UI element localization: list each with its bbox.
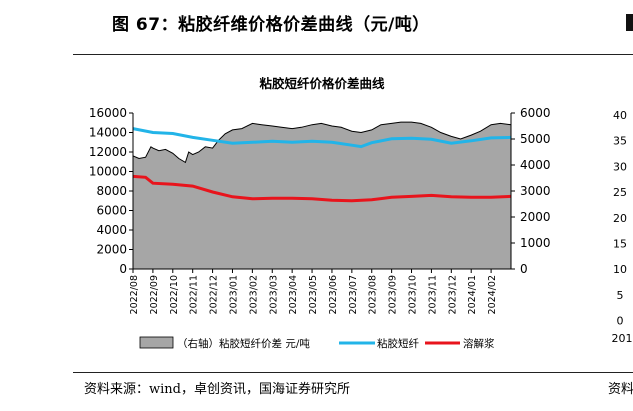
adjacent-chart-tick-label: 5 <box>617 289 624 302</box>
right-tick-label: 1000 <box>520 236 551 250</box>
title-rule <box>73 54 633 55</box>
x-tick-label: 2023/03 <box>268 275 279 314</box>
left-tick-label: 2000 <box>96 243 127 257</box>
right-tick-label: 3000 <box>520 184 551 198</box>
x-tick-label: 2023/02 <box>248 275 259 314</box>
x-tick-label: 2023/12 <box>447 275 458 314</box>
legend-label-spread: （右轴）粘胶短纤价差 元/吨 <box>177 337 310 350</box>
x-tick-label: 2023/04 <box>288 275 299 314</box>
x-tick-label: 2022/10 <box>169 275 180 314</box>
chart-title: 粘胶短纤价格价差曲线 <box>259 76 385 91</box>
adjacent-source-fragment: 资料 <box>608 382 633 397</box>
left-tick-label: 12000 <box>89 145 127 159</box>
adjacent-chart-tick-label: 30 <box>613 160 627 173</box>
x-tick-label: 2022/09 <box>149 275 160 314</box>
left-tick-label: 4000 <box>96 223 127 237</box>
spread-area-series <box>132 121 512 270</box>
adjacent-chart-tick-label: 20 <box>613 212 627 225</box>
adjacent-chart-tick-label: 40 <box>613 109 627 122</box>
legend-label-viscose: 粘胶短纤 <box>377 337 419 350</box>
adjacent-chart-x-label: 201 <box>612 332 633 345</box>
x-tick-label: 2023/09 <box>388 275 399 314</box>
x-tick-label: 2023/11 <box>427 275 438 314</box>
x-tick-label: 2022/08 <box>129 275 140 314</box>
adjacent-chart-tick-label: 15 <box>613 238 627 251</box>
right-tick-label: 4000 <box>520 158 551 172</box>
x-tick-label: 2023/07 <box>348 275 359 314</box>
figure-title: 图 67：粘胶纤维价格价差曲线（元/吨） <box>112 15 430 35</box>
x-tick-label: 2023/08 <box>368 275 379 314</box>
x-tick-label: 2022/11 <box>189 275 200 314</box>
adjacent-chart-tick-label: 35 <box>613 135 627 148</box>
legend-label-pulp: 溶解浆 <box>463 337 495 350</box>
x-tick-label: 2023/05 <box>308 275 319 314</box>
adjacent-chart-tick-label: 10 <box>613 263 627 276</box>
adjacent-figure-title-fragment <box>626 14 633 31</box>
x-tick-label: 2023/10 <box>408 275 419 314</box>
left-tick-label: 0 <box>119 262 127 276</box>
legend-swatch-spread <box>139 336 174 349</box>
x-tick-label: 2024/01 <box>467 275 478 314</box>
adjacent-chart-tick-label: 0 <box>617 315 624 328</box>
x-tick-label: 2024/02 <box>487 275 498 314</box>
adjacent-chart-tick-label: 25 <box>613 186 627 199</box>
right-tick-label: 6000 <box>520 106 551 120</box>
right-tick-label: 5000 <box>520 132 551 146</box>
x-tick-label: 2023/06 <box>328 275 339 314</box>
x-tick-label: 2022/12 <box>209 275 220 314</box>
x-tick-label: 2023/01 <box>228 275 239 314</box>
source-note: 资料来源：wind，卓创资讯，国海证券研究所 <box>84 382 350 397</box>
right-tick-label: 0 <box>520 262 528 276</box>
left-tick-label: 8000 <box>96 184 127 198</box>
left-tick-label: 14000 <box>89 126 127 140</box>
viscose-staple-line <box>132 127 512 149</box>
left-tick-label: 10000 <box>89 165 127 179</box>
right-tick-label: 2000 <box>520 210 551 224</box>
left-tick-label: 16000 <box>89 106 127 120</box>
dissolving-pulp-line <box>132 174 512 203</box>
source-rule <box>73 372 633 373</box>
left-tick-label: 6000 <box>96 204 127 218</box>
